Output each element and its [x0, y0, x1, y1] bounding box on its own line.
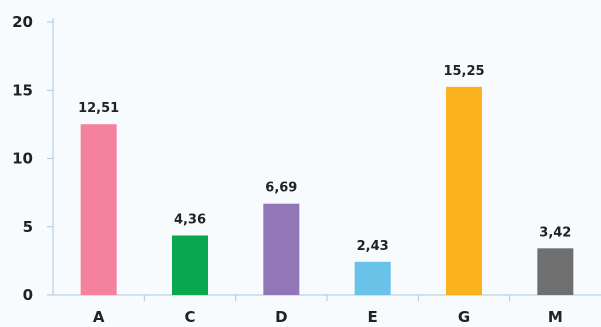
x-tick-label-m: M: [548, 308, 563, 326]
bar-m: [537, 248, 574, 295]
axes: [47, 18, 601, 301]
bar-d: [263, 203, 300, 295]
x-tick-label-c: C: [184, 308, 195, 326]
x-tick-label-g: G: [458, 308, 470, 326]
bar-e: [354, 261, 391, 295]
y-tick-label: 20: [12, 13, 33, 31]
y-tick-label: 10: [12, 150, 33, 168]
y-tick-label: 5: [23, 218, 33, 236]
bar-g: [446, 86, 482, 296]
data-label-e: 2,43: [357, 239, 389, 254]
data-label-a: 12,51: [78, 101, 119, 116]
bar-a: [80, 124, 117, 296]
data-label-m: 3,42: [539, 225, 571, 240]
x-tick-label-d: D: [275, 308, 287, 326]
data-label-d: 6,69: [265, 181, 297, 196]
bar-c: [172, 235, 208, 295]
x-tick-label-a: A: [93, 308, 105, 326]
data-label-g: 15,25: [443, 64, 484, 79]
data-label-c: 4,36: [174, 212, 206, 227]
labels: 0 5 10 15 20 12,51 A 4,36 C 6,69 D 2,43 E 15,25 G 3,42 M: [12, 13, 571, 326]
y-tick-label: 15: [12, 81, 33, 99]
y-tick-label: 0: [23, 286, 33, 304]
bars: [80, 86, 574, 296]
x-tick-label-e: E: [368, 308, 378, 326]
